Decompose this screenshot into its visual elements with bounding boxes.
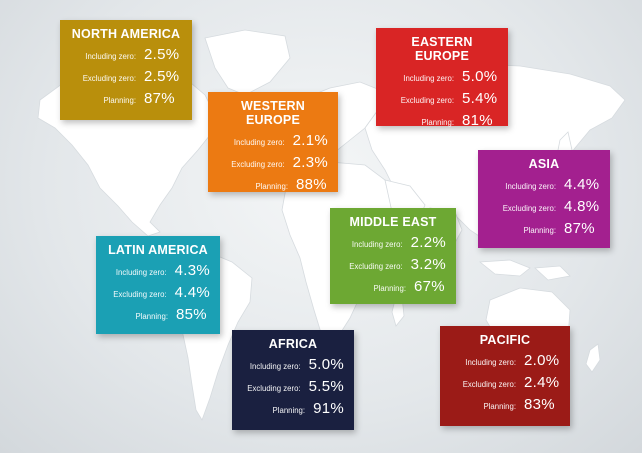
including-zero-row: Including zero: 4.4% (488, 176, 600, 198)
including-zero-value: 2.2% (410, 234, 446, 251)
including-zero-label: Including zero: (115, 268, 167, 277)
excluding-zero-label: Excluding zero: (400, 96, 454, 105)
planning-row: Planning: 91% (242, 400, 344, 422)
region-card-eastern-europe: EASTERN EUROPE Including zero: 5.0% Excl… (376, 28, 508, 129)
region-card-pacific: PACIFIC Including zero: 2.0% Excluding z… (440, 326, 570, 426)
including-zero-value: 5.0% (308, 356, 344, 373)
including-zero-label: Including zero: (465, 358, 516, 367)
region-title: EASTERN EUROPE (411, 35, 473, 63)
including-zero-label: Including zero: (85, 52, 136, 61)
excluding-zero-label: Excluding zero: (349, 262, 403, 271)
planning-value: 83% (524, 396, 555, 413)
excluding-zero-value: 3.2% (410, 256, 446, 273)
planning-value: 88% (296, 176, 327, 193)
including-zero-label: Including zero: (249, 362, 301, 371)
including-zero-label: Including zero: (505, 182, 556, 191)
new-guinea-landmass (534, 265, 571, 281)
including-zero-label: Including zero: (351, 240, 403, 249)
excluding-zero-value: 2.5% (144, 68, 180, 85)
including-zero-label: Including zero: (403, 74, 454, 83)
excluding-zero-value: 4.8% (564, 198, 600, 215)
including-zero-value: 2.5% (144, 46, 180, 63)
including-zero-row: Including zero: 2.1% (218, 132, 328, 154)
excluding-zero-row: Excluding zero: 2.4% (450, 374, 560, 396)
excluding-zero-label: Excluding zero: (82, 74, 136, 83)
including-zero-value: 4.3% (174, 262, 210, 279)
region-title: ASIA (528, 157, 560, 171)
planning-value: 85% (176, 306, 207, 323)
planning-row: Planning: 87% (70, 90, 182, 112)
planning-label: Planning: (523, 226, 556, 235)
including-zero-row: Including zero: 5.0% (386, 68, 498, 90)
indonesia-landmass (478, 259, 531, 277)
planning-label: Planning: (483, 402, 516, 411)
excluding-zero-label: Excluding zero: (462, 380, 516, 389)
region-title: WESTERN EUROPE (241, 99, 305, 127)
region-card-middle-east: MIDDLE EAST Including zero: 2.2% Excludi… (330, 208, 456, 304)
region-title: LATIN AMERICA (108, 243, 208, 257)
excluding-zero-row: Excluding zero: 3.2% (340, 256, 446, 278)
planning-label: Planning: (421, 118, 454, 127)
planning-row: Planning: 87% (488, 220, 600, 242)
planning-value: 87% (564, 220, 595, 237)
including-zero-value: 5.0% (462, 68, 498, 85)
including-zero-value: 2.1% (292, 132, 328, 149)
new-zealand-landmass (585, 343, 601, 373)
excluding-zero-value: 5.5% (308, 378, 344, 395)
planning-value: 91% (313, 400, 344, 417)
planning-label: Planning: (373, 284, 406, 293)
greenland-landmass (204, 29, 291, 96)
including-zero-value: 2.0% (524, 352, 560, 369)
including-zero-row: Including zero: 5.0% (242, 356, 344, 378)
planning-value: 67% (414, 278, 445, 295)
excluding-zero-value: 2.4% (524, 374, 560, 391)
including-zero-row: Including zero: 2.5% (70, 46, 182, 68)
including-zero-row: Including zero: 2.2% (340, 234, 446, 256)
region-card-north-america: NORTH AMERICA Including zero: 2.5% Exclu… (60, 20, 192, 120)
excluding-zero-label: Excluding zero: (247, 384, 301, 393)
region-card-latin-america: LATIN AMERICA Including zero: 4.3% Exclu… (96, 236, 220, 334)
region-title: NORTH AMERICA (71, 27, 181, 41)
excluding-zero-row: Excluding zero: 2.3% (218, 154, 328, 176)
excluding-zero-row: Excluding zero: 2.5% (70, 68, 182, 90)
including-zero-label: Including zero: (233, 138, 285, 147)
planning-label: Planning: (103, 96, 136, 105)
planning-value: 87% (144, 90, 175, 107)
region-title: MIDDLE EAST (349, 215, 437, 229)
region-card-western-europe: WESTERN EUROPE Including zero: 2.1% Excl… (208, 92, 338, 193)
planning-row: Planning: 81% (386, 112, 498, 134)
planning-row: Planning: 67% (340, 278, 446, 300)
planning-row: Planning: 83% (450, 396, 560, 418)
region-title: AFRICA (268, 337, 318, 351)
excluding-zero-label: Excluding zero: (502, 204, 556, 213)
excluding-zero-row: Excluding zero: 4.8% (488, 198, 600, 220)
planning-label: Planning: (272, 406, 306, 415)
including-zero-row: Including zero: 2.0% (450, 352, 560, 374)
excluding-zero-value: 4.4% (174, 284, 210, 301)
excluding-zero-value: 5.4% (462, 90, 498, 107)
excluding-zero-value: 2.3% (292, 154, 328, 171)
planning-label: Planning: (255, 182, 288, 191)
excluding-zero-row: Excluding zero: 4.4% (106, 284, 210, 306)
including-zero-row: Including zero: 4.3% (106, 262, 210, 284)
planning-value: 81% (462, 112, 493, 129)
excluding-zero-row: Excluding zero: 5.5% (242, 378, 344, 400)
region-title: PACIFIC (479, 333, 531, 347)
planning-label: Planning: (135, 312, 168, 321)
including-zero-value: 4.4% (564, 176, 600, 193)
excluding-zero-row: Excluding zero: 5.4% (386, 90, 498, 112)
region-card-asia: ASIA Including zero: 4.4% Excluding zero… (478, 150, 610, 248)
planning-row: Planning: 85% (106, 306, 210, 328)
excluding-zero-label: Excluding zero: (231, 160, 285, 169)
planning-row: Planning: 88% (218, 176, 328, 198)
excluding-zero-label: Excluding zero: (113, 290, 167, 299)
region-card-africa: AFRICA Including zero: 5.0% Excluding ze… (232, 330, 354, 430)
